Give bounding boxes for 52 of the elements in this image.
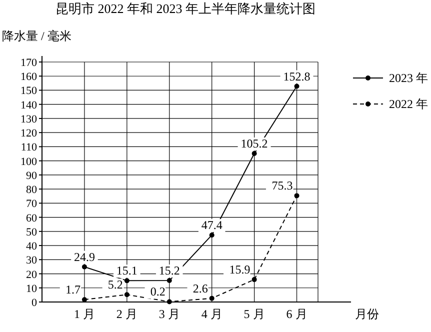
point <box>166 299 172 304</box>
data-label: 15.9 <box>229 262 250 277</box>
legend-label: 2023 年 <box>389 71 428 85</box>
data-label: 2.6 <box>192 281 208 296</box>
point <box>124 292 130 298</box>
data-label: 5.2 <box>108 278 123 292</box>
y-axis-title: 降水量 / 毫米 <box>2 29 72 43</box>
point <box>294 193 300 198</box>
data-label: 47.4 <box>201 218 222 232</box>
legend-label: 2022 年 <box>389 97 428 111</box>
y-tick-label: 120 <box>20 128 38 140</box>
y-tick-label: 130 <box>20 113 38 126</box>
data-label: 15.2 <box>158 264 180 278</box>
y-tick-label: 40 <box>26 240 38 253</box>
point <box>294 84 300 89</box>
data-label: 1.7 <box>65 282 80 297</box>
point <box>124 278 130 284</box>
y-tick-label: 50 <box>26 226 38 238</box>
y-tick-label: 110 <box>20 142 38 154</box>
y-tick-label: 30 <box>26 254 38 267</box>
data-label: 24.9 <box>74 250 95 264</box>
x-tick-label: 6 月 <box>286 307 308 321</box>
point <box>82 264 87 270</box>
y-tick-label: 100 <box>20 156 38 168</box>
y-tick-label: 90 <box>26 170 38 182</box>
data-label: 0.2 <box>150 284 166 299</box>
point <box>209 232 214 238</box>
y-tick-label: 150 <box>20 85 38 98</box>
point <box>252 277 257 282</box>
chart-title: 昆明市 2022 年和 2023 年上半年降水量统计图 <box>56 1 316 16</box>
x-tick-label: 3 月 <box>158 307 180 321</box>
x-tick-label: 5 月 <box>244 307 265 321</box>
x-tick-label: 4 月 <box>201 307 222 321</box>
y-tick-label: 0 <box>32 297 38 309</box>
x-tick-label: 2 月 <box>116 307 138 321</box>
point <box>166 278 172 284</box>
y-tick-label: 160 <box>20 71 38 84</box>
data-label: 15.1 <box>116 264 138 278</box>
data-label: 105.2 <box>240 136 268 150</box>
data-label: 152.8 <box>283 69 310 84</box>
y-tick-label: 20 <box>26 268 38 281</box>
y-tick-label: 70 <box>26 198 38 210</box>
point <box>252 150 257 156</box>
y-tick-label: 60 <box>26 212 38 224</box>
x-axis-title: 月份 <box>355 307 379 321</box>
y-tick-label: 140 <box>20 99 38 112</box>
y-tick-label: 80 <box>26 184 38 196</box>
x-tick-label: 1 月 <box>74 307 95 321</box>
point <box>209 296 214 301</box>
y-tick-label: 170 <box>20 57 38 69</box>
data-label: 75.3 <box>272 178 293 193</box>
y-tick-label: 10 <box>26 282 38 295</box>
